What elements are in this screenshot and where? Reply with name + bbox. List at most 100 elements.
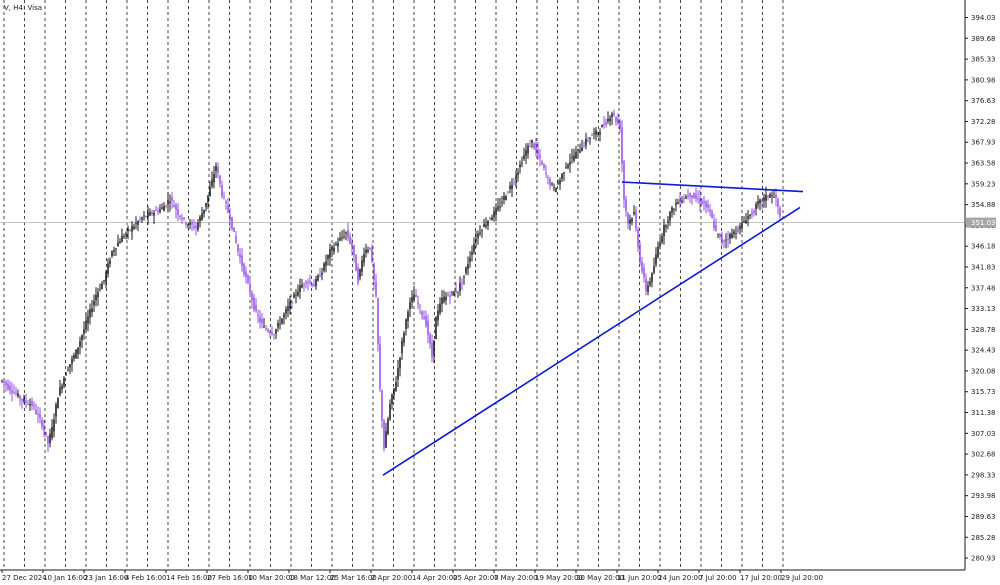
candle-bull [163,206,165,212]
candle-bull [207,195,209,203]
candle-bull [763,197,765,202]
candle-bear [719,233,721,238]
candle-bull [563,172,565,174]
candle-bull [769,194,771,198]
candle-bear [179,215,181,218]
trendline-rising-support[interactable] [382,206,801,476]
candle-bull [23,398,25,402]
candle-bear [639,244,641,264]
candle-bear [699,198,701,204]
candle-bull [95,294,97,301]
candle-bull [61,385,63,390]
candle-bull [601,125,603,128]
candle-bear [173,205,175,208]
candle-bull [511,185,513,189]
candle-bull [757,201,759,205]
trendlines[interactable] [382,181,804,476]
grid-lines [3,0,784,570]
candle-bear [41,419,43,427]
candle-bear [703,201,705,204]
candle-bull [213,173,215,183]
candle-bull [297,291,299,296]
candle-bear [645,278,647,291]
price-axis[interactable]: 394.03 389.68 385.33 380.98 376.63 372.28 367.… [965,14,996,563]
candle-bull [569,161,571,165]
price-tick-label: 324.43 [971,347,996,355]
trendline-descending-resistance[interactable] [621,181,804,193]
candle-bull [487,221,489,226]
candle-bull [405,319,407,330]
candle-bear [549,179,551,185]
candle-bear [227,205,229,213]
candle-bull [463,275,465,278]
candle-bear [709,209,711,212]
candle-bull [395,382,397,391]
candle-bull [477,233,479,238]
current-price-tag-text: 351.03 [971,219,996,227]
candle-bull [93,300,95,306]
candle-bull [599,132,601,135]
time-tick-label: 2 Apr 20:00 [371,574,412,582]
candle-bull [661,235,663,243]
candle-bear [5,382,7,386]
candle-bull [187,224,189,226]
price-tick-label: 307.03 [971,430,996,438]
candle-bear [419,305,421,307]
candle-bear [627,213,629,224]
candle-bull [115,248,117,250]
candle-bull [453,291,455,296]
candle-bull [499,206,501,208]
candle-bull [573,155,575,161]
candle-bull [277,323,279,328]
candle-bear [139,219,141,220]
candle-bull [167,200,169,204]
candle-bear [751,211,753,215]
candle-bull [111,251,113,257]
candle-bear [693,192,695,199]
candle-bull [363,254,365,263]
candle-bear [239,254,241,258]
price-tick-label: 302.68 [971,451,996,459]
candle-bull [29,404,31,406]
candle-bear [347,229,349,238]
candle-bull [519,164,521,168]
candle-bull [397,368,399,380]
candle-bull [509,185,511,189]
candle-bull [443,296,445,302]
candle-bull [391,394,393,404]
candle-bear [701,201,703,205]
candle-bull [87,316,89,324]
candle-bull [557,182,559,184]
price-tick-label: 372.28 [971,118,996,126]
candle-bear [425,316,427,326]
candle-bull [131,226,133,232]
candle-bull [515,176,517,180]
candle-bull [665,225,667,228]
candle-bull [559,180,561,185]
price-tick-label: 376.63 [971,97,996,105]
candle-bull [581,147,583,152]
price-tick-label: 337.48 [971,284,996,292]
candle-bull [717,233,719,235]
candle-bear [253,296,255,310]
candle-bull [345,232,347,234]
candle-bear [371,247,373,262]
candle-bull [337,243,339,247]
candle-bull [127,228,129,232]
candle-bear [547,177,549,179]
candle-bull [503,196,505,201]
candle-bull [117,242,119,246]
candle-bull [73,355,75,359]
candle-bear [635,210,637,229]
candle-bull [409,302,411,310]
candle-bear [305,281,307,284]
candle-bull [435,317,437,340]
candle-bear [373,264,375,281]
price-tick-label: 389.68 [971,35,996,43]
candle-bear [235,236,237,243]
candle-bear [711,211,713,219]
candle-bull [669,211,671,221]
